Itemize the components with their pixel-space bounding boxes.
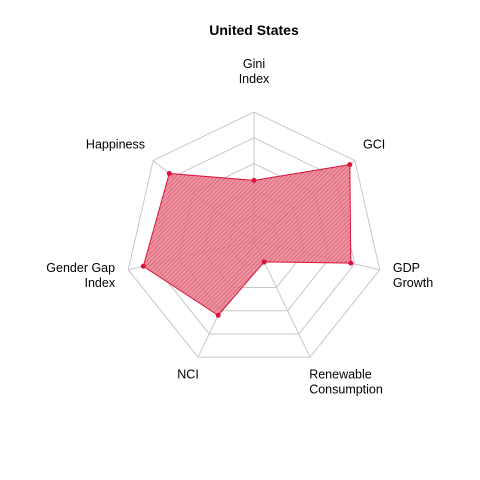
series-area bbox=[142, 164, 352, 317]
data-point bbox=[166, 170, 172, 176]
axis-label-line: Index bbox=[239, 72, 270, 86]
grid-ring bbox=[127, 111, 381, 358]
axis-label-line: Consumption bbox=[309, 383, 383, 397]
axis-label-line: Gini bbox=[243, 57, 265, 71]
radar-series bbox=[140, 162, 354, 318]
axis-label: Happiness bbox=[86, 138, 145, 152]
axis-label-line: Growth bbox=[393, 276, 433, 290]
data-point bbox=[347, 162, 353, 168]
axis-label-line: Gender Gap bbox=[46, 261, 115, 275]
data-point bbox=[348, 260, 354, 266]
axis-label-line: Happiness bbox=[86, 138, 145, 152]
axis-label-line: Index bbox=[85, 276, 116, 290]
axis-label-line: Renewable bbox=[309, 368, 372, 382]
axis-label: GDP Growth bbox=[393, 261, 433, 290]
axis-label-line: GCI bbox=[363, 138, 385, 152]
axis-label-line: NCI bbox=[177, 368, 199, 382]
axis-label: Gender Gap Index bbox=[46, 261, 116, 290]
data-point bbox=[215, 312, 221, 318]
axis-label: Renewable Consumption bbox=[309, 368, 383, 397]
axis-label: Gini Index bbox=[239, 57, 270, 86]
data-point bbox=[251, 177, 257, 183]
data-point bbox=[261, 259, 267, 265]
chart-title: United States bbox=[209, 22, 299, 38]
axis-label: GCI bbox=[363, 138, 385, 152]
axis-label: NCI bbox=[177, 368, 199, 382]
axis-label-line: GDP bbox=[393, 261, 420, 275]
data-point bbox=[140, 263, 146, 269]
